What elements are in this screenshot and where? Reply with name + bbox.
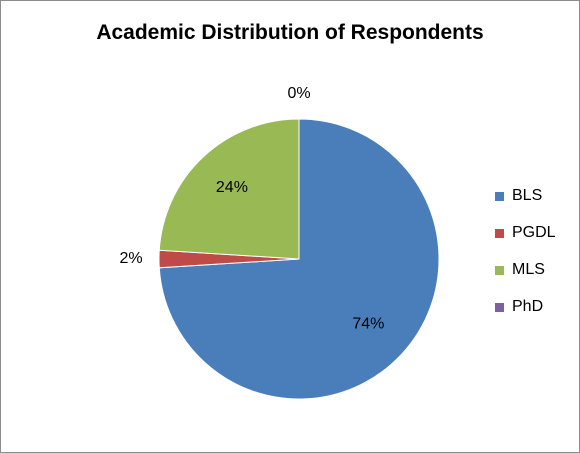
legend-swatch-phd (495, 302, 504, 312)
legend-item-bls: BLS (495, 186, 556, 206)
legend-label-phd: PhD (512, 298, 544, 315)
data-label-mls: 24% (216, 179, 248, 196)
legend-label-pgdl: PGDL (512, 224, 556, 241)
legend-item-phd: PhD (495, 297, 556, 317)
legend-swatch-mls (495, 265, 504, 275)
pie-slice-mls (158, 118, 300, 260)
legend-label-mls: MLS (512, 261, 545, 278)
legend-item-pgdl: PGDL (495, 223, 556, 243)
legend-swatch-pgdl (495, 228, 504, 238)
chart-title: Academic Distribution of Respondents (96, 21, 484, 44)
data-label-phd: 0% (287, 85, 310, 102)
data-label-pgdl: 2% (119, 250, 142, 267)
legend: BLS PGDL MLS PhD (495, 186, 556, 334)
legend-item-mls: MLS (495, 260, 556, 280)
legend-label-bls: BLS (512, 187, 543, 204)
data-label-bls: 74% (352, 315, 384, 332)
legend-swatch-bls (495, 191, 504, 201)
